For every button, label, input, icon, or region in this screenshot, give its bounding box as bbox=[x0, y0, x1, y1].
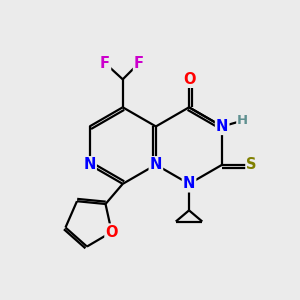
Text: N: N bbox=[83, 157, 96, 172]
Text: F: F bbox=[134, 56, 144, 70]
Text: N: N bbox=[216, 119, 228, 134]
Text: O: O bbox=[183, 72, 195, 87]
Text: H: H bbox=[237, 114, 248, 127]
Text: O: O bbox=[105, 224, 118, 239]
Text: F: F bbox=[100, 56, 110, 70]
Text: N: N bbox=[183, 176, 195, 191]
Text: S: S bbox=[246, 157, 257, 172]
Text: N: N bbox=[150, 157, 162, 172]
